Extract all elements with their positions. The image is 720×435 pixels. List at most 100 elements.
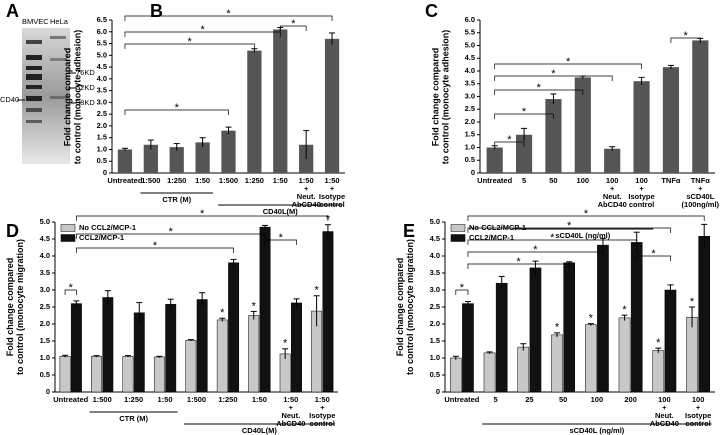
y-tick-label: 1.0: [465, 142, 475, 151]
significance-bracket: [76, 233, 266, 239]
x-tick-label: Untreated: [53, 395, 89, 404]
significance-bracket: [124, 15, 333, 21]
x-tick-label: 50: [549, 176, 558, 185]
x-tick-label: Untreated: [444, 395, 480, 404]
x-tick-label: 50: [558, 395, 568, 404]
y-tick-label: 2.0: [430, 319, 440, 328]
legend-swatch: [60, 224, 76, 232]
x-tick-label: 100 + Neut. AbCD40: [597, 176, 627, 209]
significance-mark: *: [175, 102, 180, 114]
y-tick-label: 2.5: [40, 302, 50, 311]
legend-swatch: [60, 234, 76, 242]
y-tick-label: 3.0: [465, 91, 475, 100]
y-tick-label: 1.0: [40, 353, 50, 362]
legend-swatch: [450, 234, 466, 242]
x-tick-label: 1:50: [157, 395, 173, 404]
group-label: CTR (M): [119, 414, 148, 423]
y-tick-label: 3.0: [40, 285, 50, 294]
y-tick-label: 4.5: [465, 53, 475, 62]
bar: [247, 50, 262, 173]
x-tick-label: 100: [576, 176, 590, 185]
x-tick-label: 1:500: [141, 176, 161, 185]
bar: [486, 147, 503, 173]
y-tick-label: 0.5: [430, 370, 440, 379]
y-tick-label: 0.5: [97, 156, 107, 165]
significance-mark: *: [314, 285, 319, 297]
y-tick-label: 4.5: [430, 234, 440, 243]
significance-mark: *: [551, 68, 556, 80]
y-tick-label: 3.5: [40, 268, 50, 277]
significance-mark: *: [589, 313, 594, 325]
y-tick-label: 2.0: [465, 117, 475, 126]
x-tick-label: 1:500: [186, 395, 207, 404]
legend-label: No CCL2/MCP-1: [469, 223, 526, 232]
panel-letter: D: [6, 221, 19, 241]
bar: [273, 29, 288, 173]
bar: [259, 226, 271, 393]
blot-bands: [26, 36, 66, 123]
significance-mark: *: [220, 307, 225, 319]
significance-bracket: [467, 215, 705, 221]
bar: [165, 304, 177, 393]
bar: [604, 148, 621, 173]
y-tick-label: 3.5: [465, 79, 475, 88]
y-tick-label: 4.0: [465, 66, 475, 75]
y-tick-label: 2.5: [430, 302, 440, 311]
bar: [133, 312, 145, 393]
bar: [153, 356, 165, 393]
significance-bracket: [670, 37, 701, 43]
y-tick-label: 6.0: [97, 27, 107, 36]
significance-bracket: [494, 141, 525, 147]
significance-bracket: [494, 113, 554, 119]
significance-mark: *: [153, 240, 158, 252]
legend-label: CCL2/MCP-1: [469, 233, 514, 242]
significance-mark: *: [460, 282, 465, 294]
x-tick-label: 1:500: [218, 176, 239, 185]
x-tick-label: 1:50 + Isotype control: [309, 395, 336, 428]
significance-mark: *: [584, 208, 589, 220]
bar: [563, 262, 576, 393]
x-tick-label: 1:50 + Neut. AbCD40: [291, 176, 321, 209]
panel-letter: E: [403, 221, 415, 241]
bar: [633, 81, 650, 173]
x-tick-label: 5: [493, 395, 498, 404]
significance-bracket: [64, 289, 77, 295]
significance-bracket: [455, 289, 469, 295]
significance-bracket: [76, 215, 329, 221]
bar: [216, 319, 228, 393]
x-tick-label: 1:50: [195, 176, 211, 185]
group-label: sCD40L (ng/ml): [569, 426, 624, 435]
group-label: sCD40L (ng/ml): [555, 231, 610, 240]
bar: [551, 334, 563, 393]
y-tick-label: 4.0: [40, 251, 50, 260]
legend-label: No CCL2/MCP-1: [79, 223, 136, 232]
significance-bracket: [636, 255, 671, 261]
legend-label: CCL2/MCP-1: [79, 233, 124, 242]
y-tick-label: 6.0: [465, 15, 475, 24]
group-label: CTR (M): [162, 195, 191, 204]
bar: [117, 149, 133, 173]
panel-letter: C: [425, 1, 438, 21]
x-tick-label: TNFα + sCD40L (100ng/ml): [681, 176, 720, 209]
significance-bracket: [467, 251, 604, 257]
y-tick-label: 5.0: [465, 40, 475, 49]
significance-bracket: [264, 239, 297, 245]
bar: [291, 302, 302, 393]
x-tick-label: 200: [624, 395, 637, 404]
x-tick-label: 1:500: [92, 395, 112, 404]
bar: [652, 350, 665, 393]
significance-mark: *: [69, 282, 74, 294]
y-tick-label: 0.5: [40, 370, 50, 379]
bar: [143, 144, 158, 173]
bar: [597, 244, 609, 393]
bar: [574, 77, 591, 173]
bar: [515, 134, 533, 173]
panel-letter: A: [6, 1, 19, 21]
y-tick-label: 0: [471, 168, 475, 177]
significance-mark: *: [200, 24, 205, 36]
bar: [662, 67, 680, 173]
bar: [185, 340, 197, 393]
y-tick-label: 1.5: [97, 133, 107, 142]
significance-mark: *: [651, 248, 656, 260]
y-tick-label: 0: [46, 387, 50, 396]
